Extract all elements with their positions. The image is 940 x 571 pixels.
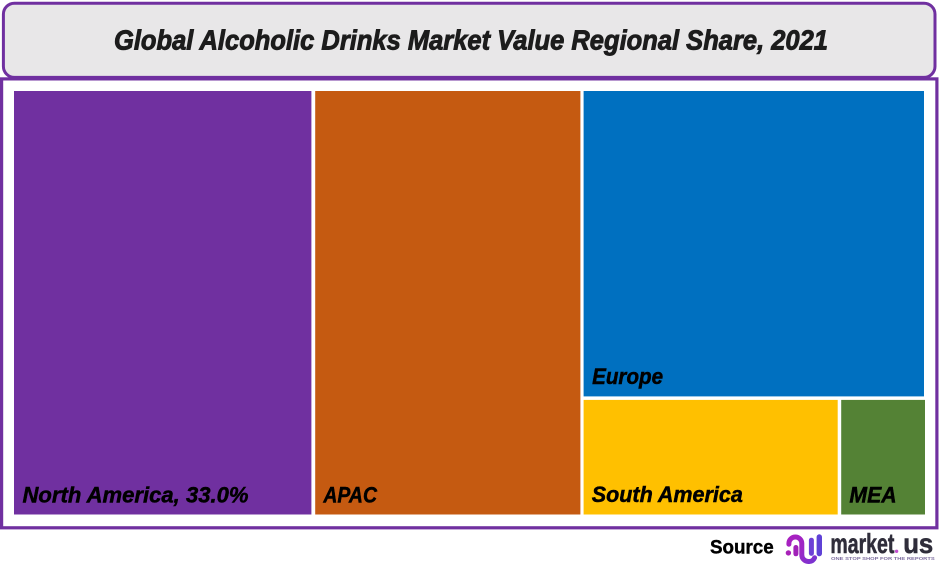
svg-text:Europe: Europe	[592, 364, 663, 389]
svg-text:Source: Source	[710, 537, 774, 559]
svg-text:MEA: MEA	[849, 482, 896, 507]
svg-text:ONE STOP SHOP FOR THE REPORTS: ONE STOP SHOP FOR THE REPORTS	[831, 556, 935, 561]
svg-text:North America, 33.0%: North America, 33.0%	[23, 482, 249, 507]
svg-text:APAC: APAC	[323, 482, 378, 507]
svg-text:market: market	[830, 528, 894, 559]
svg-text:South America: South America	[592, 482, 743, 507]
svg-text:us: us	[903, 528, 933, 559]
svg-text:Global Alcoholic Drinks Market: Global Alcoholic Drinks Market Value Reg…	[114, 25, 828, 56]
